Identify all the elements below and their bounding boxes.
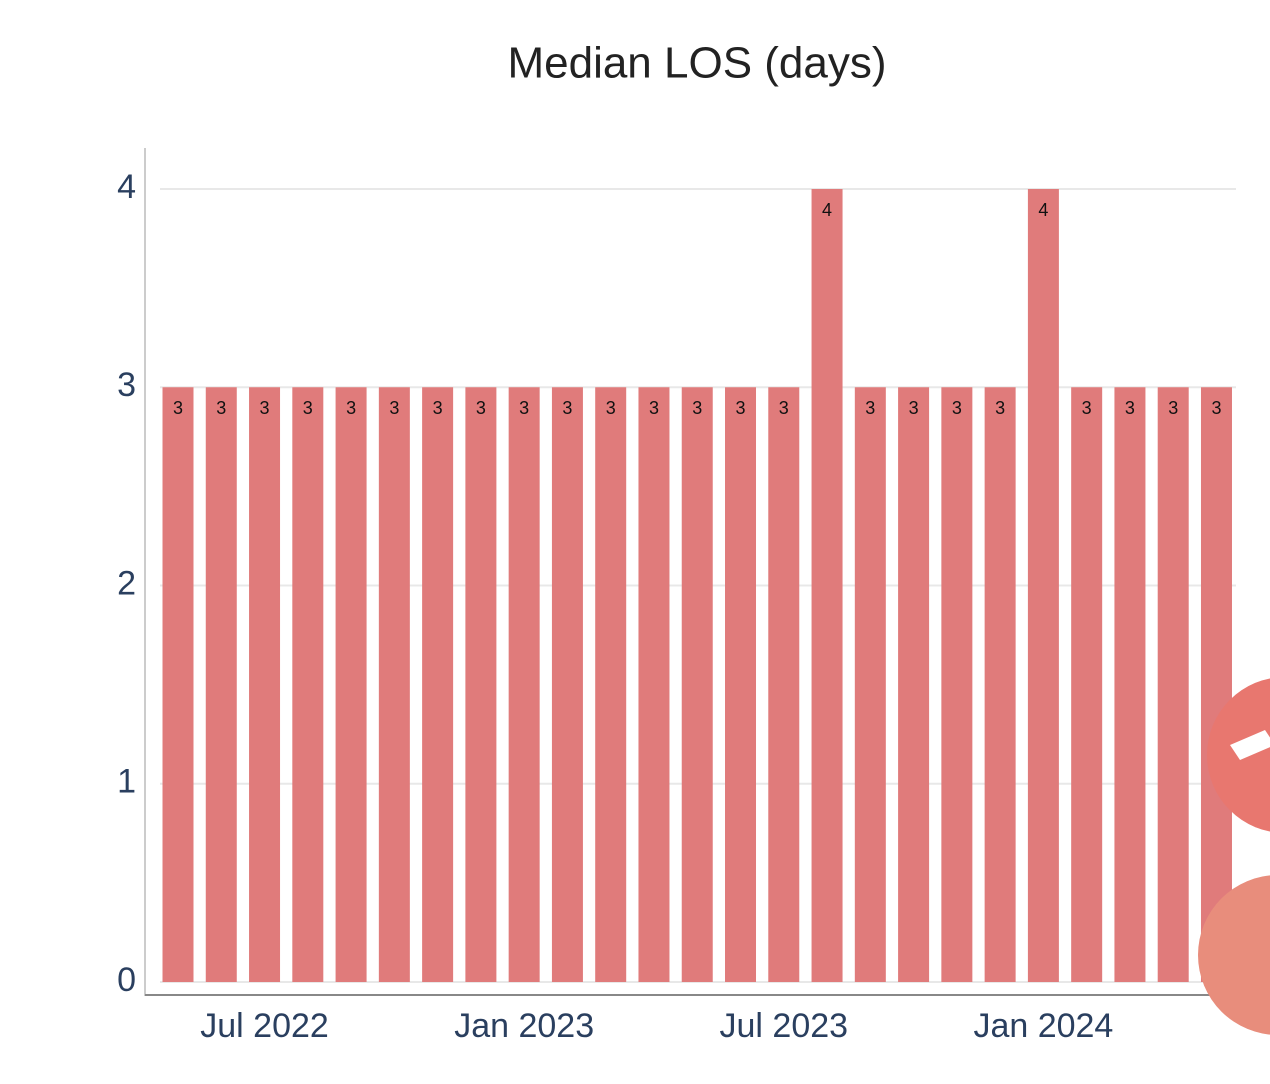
bar xyxy=(638,387,670,982)
data-label: 3 xyxy=(736,398,746,418)
y-tick-label: 2 xyxy=(117,564,136,602)
x-tick-label: Jul 2023 xyxy=(720,1007,849,1045)
data-label: 3 xyxy=(260,398,270,418)
bar xyxy=(335,387,367,982)
data-label: 3 xyxy=(389,398,399,418)
data-label: 3 xyxy=(995,398,1005,418)
bar xyxy=(249,387,281,982)
data-label: 4 xyxy=(822,200,832,220)
data-label: 3 xyxy=(303,398,313,418)
y-tick-label: 4 xyxy=(117,168,136,206)
bar xyxy=(1027,189,1059,982)
y-tick-label: 0 xyxy=(117,961,136,999)
bar xyxy=(1071,387,1103,982)
bar xyxy=(1200,387,1232,982)
data-label: 3 xyxy=(779,398,789,418)
bar xyxy=(941,387,973,982)
bar xyxy=(205,387,237,982)
bar xyxy=(681,387,713,982)
floating-buttons[interactable] xyxy=(1198,677,1270,1035)
y-tick-label: 3 xyxy=(117,366,136,404)
data-label: 3 xyxy=(216,398,226,418)
data-label: 3 xyxy=(173,398,183,418)
x-tick-label: Jan 2024 xyxy=(973,1007,1113,1045)
data-label: 3 xyxy=(952,398,962,418)
y-tick-label: 1 xyxy=(117,763,136,801)
data-label: 3 xyxy=(1211,398,1221,418)
bar xyxy=(551,387,583,982)
data-label: 3 xyxy=(606,398,616,418)
icon xyxy=(1230,730,1270,760)
data-label: 3 xyxy=(476,398,486,418)
chat-button[interactable] xyxy=(1198,875,1270,1035)
data-label: 4 xyxy=(1038,200,1048,220)
bar xyxy=(378,387,410,982)
data-label: 3 xyxy=(865,398,875,418)
data-label: 3 xyxy=(562,398,572,418)
x-tick-label: Jul 2022 xyxy=(200,1007,329,1045)
data-label: 3 xyxy=(519,398,529,418)
chart-title: Median LOS (days) xyxy=(507,39,886,88)
bar xyxy=(725,387,757,982)
bar xyxy=(811,189,843,982)
bar xyxy=(898,387,930,982)
bar xyxy=(162,387,194,982)
data-label: 3 xyxy=(1168,398,1178,418)
data-label: 3 xyxy=(346,398,356,418)
x-tick-label: Jan 2023 xyxy=(454,1007,594,1045)
plot-area: 0 1 2 3 4 Jul 2022 Jan 2023 Jul 2023 Jan 2024 3 3 3… xyxy=(117,168,1236,1045)
data-label: 3 xyxy=(909,398,919,418)
bar xyxy=(854,387,886,982)
bar xyxy=(508,387,540,982)
bar xyxy=(292,387,324,982)
data-label: 3 xyxy=(649,398,659,418)
bar xyxy=(768,387,800,982)
data-label: 3 xyxy=(433,398,443,418)
bar xyxy=(595,387,627,982)
bar xyxy=(1114,387,1146,982)
data-label: 3 xyxy=(692,398,702,418)
data-label: 3 xyxy=(1125,398,1135,418)
bar xyxy=(422,387,454,982)
bar xyxy=(1157,387,1189,982)
bar xyxy=(465,387,497,982)
data-label: 3 xyxy=(1082,398,1092,418)
bar xyxy=(984,387,1016,982)
